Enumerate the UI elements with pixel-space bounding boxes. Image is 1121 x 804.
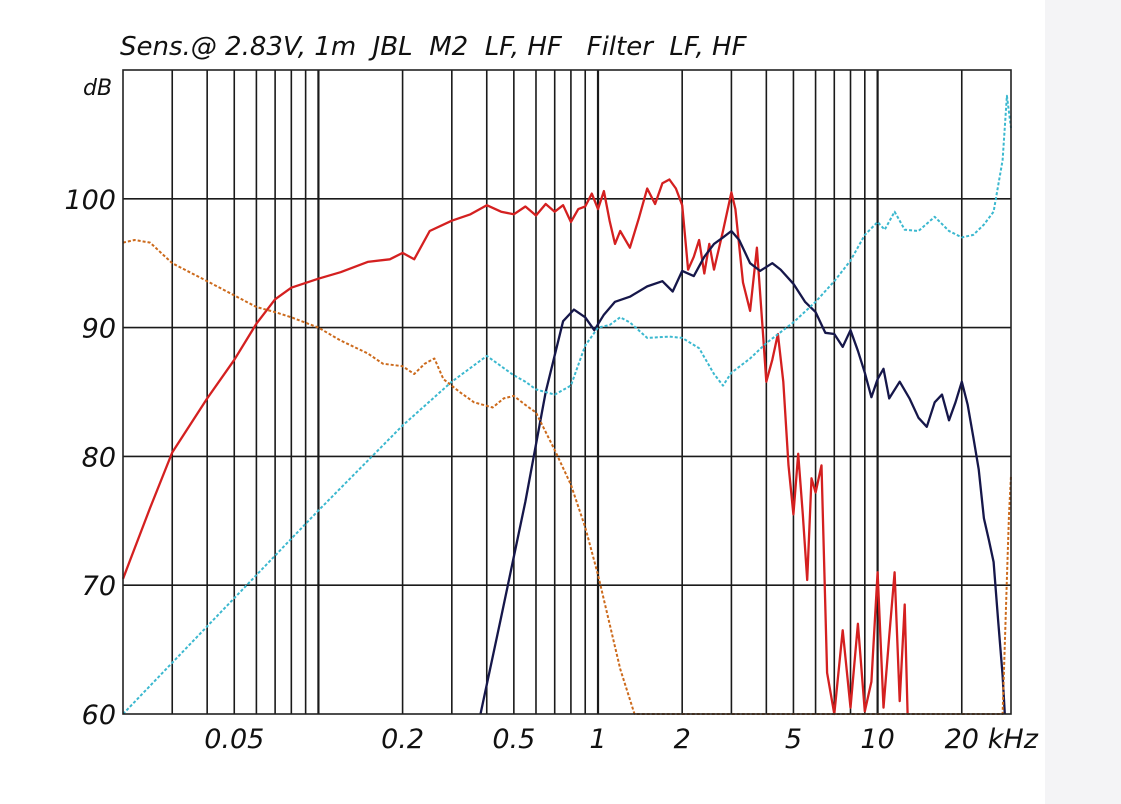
grid [123, 70, 1011, 714]
x-tick-label: 0.5 [492, 724, 535, 755]
y-ticks: 60 70 80 90 100 [64, 185, 116, 731]
x-tick-label: 10 [860, 724, 894, 755]
x-tick-label: 2 [674, 724, 691, 755]
series-line-3 [122, 94, 1012, 715]
x-ticks: 0.05 0.2 0.5 1 2 5 10 20 [204, 724, 979, 755]
y-tick-label: 100 [64, 185, 116, 216]
series-line-4 [122, 239, 1012, 715]
y-tick-label: 60 [82, 700, 116, 731]
x-tick-label: 0.05 [204, 724, 264, 755]
x-axis-unit: kHz [988, 724, 1039, 755]
x-tick-label: 0.2 [381, 724, 424, 755]
x-tick-label: 5 [785, 724, 802, 755]
y-axis-label: dB [83, 76, 112, 101]
chart-title: Sens.@ 2.83V, 1m JBL M2 LF, HF Filter LF… [120, 32, 748, 62]
plot-frame [122, 69, 1012, 715]
series-group [121, 94, 1012, 716]
x-tick-label: 1 [589, 724, 606, 755]
y-tick-label: 70 [82, 571, 116, 602]
series-line-1 [121, 178, 909, 716]
x-tick-label: 20 [945, 724, 979, 755]
side-panel [1045, 0, 1121, 804]
y-tick-label: 90 [82, 314, 116, 345]
series-line-2 [479, 229, 1006, 715]
y-tick-label: 80 [82, 442, 116, 473]
frequency-response-chart: Sens.@ 2.83V, 1m JBL M2 LF, HF Filter LF… [64, 32, 1039, 755]
